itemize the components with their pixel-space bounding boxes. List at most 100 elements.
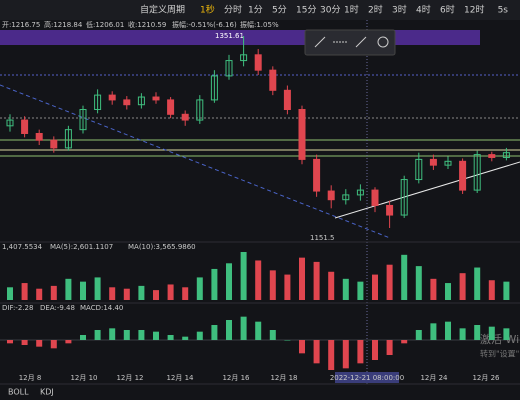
macd-bar xyxy=(284,340,291,341)
indicator-tab[interactable]: KDJ xyxy=(40,388,54,397)
volume-bar xyxy=(415,266,422,300)
macd-bar xyxy=(255,321,262,340)
macd-bar xyxy=(80,335,86,340)
tool-box xyxy=(304,29,396,56)
candle-body xyxy=(181,113,189,121)
interval-button[interactable]: 1秒 xyxy=(200,4,215,16)
macd-bar xyxy=(94,330,101,340)
date-label: 12月 24 xyxy=(420,374,448,382)
refresh-button[interactable]: 5s xyxy=(498,6,509,16)
macd-bar xyxy=(109,328,116,340)
date-label: 2022-12-21 08:00:00 xyxy=(330,374,404,382)
ohlc-info: 低:1206.01 xyxy=(86,20,124,29)
candle-body xyxy=(298,109,306,160)
candle-body xyxy=(386,204,394,216)
macd-label: DIF:-2.28 xyxy=(2,304,33,312)
drawing-tools[interactable] xyxy=(304,29,396,56)
volume-bar xyxy=(153,290,159,300)
indicator-tab[interactable]: BOLL xyxy=(8,388,29,397)
volume-bar xyxy=(299,257,305,300)
price-high-label: 1351.61 xyxy=(215,32,244,40)
volume-bar xyxy=(211,268,218,300)
ohlc-info: 收:1210.59 xyxy=(128,20,166,29)
candle-body xyxy=(137,96,145,106)
interval-button[interactable]: 5分 xyxy=(272,5,287,16)
volume-bar xyxy=(138,285,145,300)
interval-button[interactable]: 12时 xyxy=(464,4,484,16)
volume-bar xyxy=(50,285,57,300)
date-highlight xyxy=(335,372,399,383)
interval-button[interactable]: 4时 xyxy=(416,4,431,16)
date-label: 12月 8 xyxy=(19,374,42,382)
ohlc-info: 高:1218.84 xyxy=(44,20,83,29)
date-label: 12月 14 xyxy=(166,374,194,382)
date-label: 12月 18 xyxy=(270,374,297,382)
candle-body xyxy=(415,158,423,181)
candle-body xyxy=(21,119,29,134)
interval-button[interactable]: 30分 xyxy=(320,5,340,16)
volume-bar xyxy=(328,271,335,300)
watermark: 转到"设置"以 xyxy=(480,349,520,359)
macd-bar xyxy=(182,336,189,340)
volume-bar xyxy=(255,260,262,300)
tool-icon[interactable] xyxy=(355,36,367,48)
macd-bar xyxy=(269,330,276,340)
volume-bar xyxy=(284,274,291,300)
candle-body xyxy=(6,119,14,127)
volume-bar xyxy=(459,273,466,300)
toolbar xyxy=(0,0,520,20)
macd-bar xyxy=(7,340,13,344)
volume-bar xyxy=(269,270,276,300)
candle-body xyxy=(108,94,116,101)
candle-body xyxy=(327,190,335,201)
volume-bar xyxy=(357,281,364,300)
interval-button[interactable]: 1分 xyxy=(248,5,263,16)
volume-bar xyxy=(226,263,232,300)
interval-button[interactable]: 分时 xyxy=(224,4,242,16)
macd-bar xyxy=(386,340,393,355)
macd-label: DEA:-9.48 xyxy=(40,304,75,312)
macd-bar xyxy=(401,340,408,344)
candle-body xyxy=(79,109,87,131)
interval-button[interactable]: 6时 xyxy=(440,4,455,16)
candle-body xyxy=(356,189,364,196)
interval-button[interactable]: 3时 xyxy=(392,4,407,16)
date-label: 12月 16 xyxy=(222,374,250,382)
candle-body xyxy=(254,54,262,71)
volume-bar xyxy=(167,284,174,300)
macd-bar xyxy=(211,325,218,340)
period-button[interactable]: 自定义周期 xyxy=(140,4,185,16)
macd-label: MACD:14.40 xyxy=(80,304,123,312)
volume-label: MA(10):3,565.9860 xyxy=(128,243,196,251)
interval-button[interactable]: 1时 xyxy=(344,4,359,16)
tool-icon[interactable] xyxy=(314,36,326,48)
candle-body xyxy=(269,69,277,91)
candle-body xyxy=(459,160,467,191)
macd-bar xyxy=(342,340,349,369)
macd-bar xyxy=(357,340,364,364)
macd-bar xyxy=(153,331,159,340)
volume-bar xyxy=(401,254,408,300)
macd-bar xyxy=(430,323,437,340)
volume-bar xyxy=(36,288,43,300)
macd-bar xyxy=(415,330,422,340)
volume-bar xyxy=(94,277,101,300)
tool-icon[interactable] xyxy=(377,36,389,48)
volume-bar xyxy=(372,274,378,300)
volume-bar xyxy=(313,261,320,300)
macd-bar xyxy=(36,340,43,347)
interval-button[interactable]: 2时 xyxy=(368,4,383,16)
candle-body xyxy=(502,152,510,158)
price-low-label: 1151.5 xyxy=(310,234,335,242)
candle-body xyxy=(196,99,204,121)
macd-bar xyxy=(167,335,174,340)
volume-bar xyxy=(342,278,349,300)
volume-bar xyxy=(21,283,28,300)
volume-bar xyxy=(386,264,393,300)
candle-body xyxy=(225,60,233,77)
candle-body xyxy=(167,99,175,115)
interval-button[interactable]: 15分 xyxy=(296,5,316,16)
macd-bar xyxy=(372,340,378,360)
candle-body xyxy=(400,179,408,216)
